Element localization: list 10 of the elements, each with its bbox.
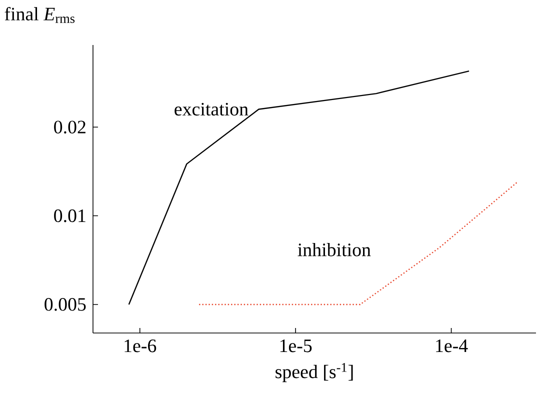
x-tick-label: 1e-5 — [280, 340, 312, 352]
x-tick-label: 1e-6 — [124, 340, 156, 352]
x-axis-title: speed [s$^{-1}$] — [276, 363, 353, 382]
y-tick-label: 0.005 — [44, 298, 86, 311]
y-axis-title: final E$_{rms}$ — [4, 6, 75, 24]
series-label: excitation — [174, 102, 248, 116]
y-tick-label: 0.02 — [54, 120, 86, 134]
x-tick-label: 1e-4 — [436, 340, 468, 352]
y-tick-label: 0.01 — [54, 209, 86, 222]
series-label: inhibition — [298, 242, 371, 256]
